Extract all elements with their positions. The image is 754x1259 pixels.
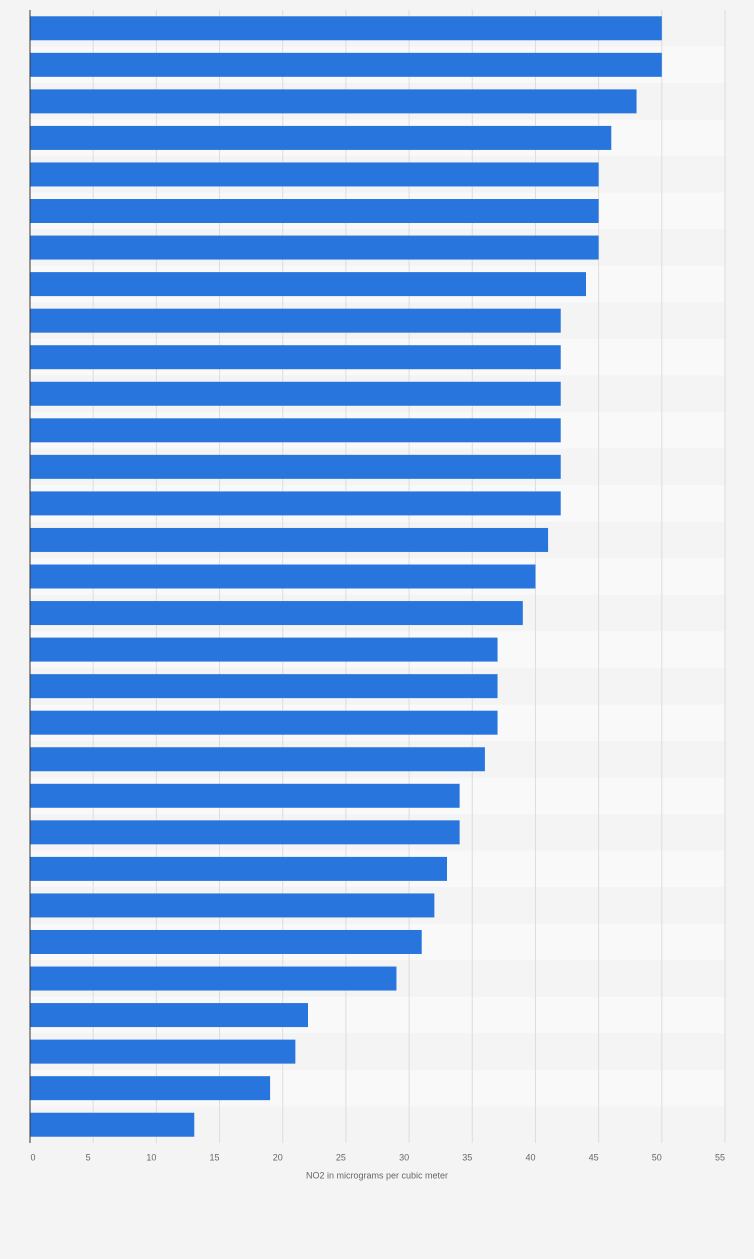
bar [30,1076,271,1101]
bar [30,381,561,406]
x-tick-label: 5 [86,1152,91,1162]
bar [30,52,662,77]
bar [30,527,549,552]
bar [30,783,460,808]
x-tick-label: 45 [589,1152,599,1162]
bar [30,16,662,41]
x-tick-label: 35 [462,1152,472,1162]
x-tick-label: 30 [399,1152,409,1162]
bar [30,747,485,772]
bar [30,454,561,479]
bar [30,125,612,150]
x-tick-label: 20 [273,1152,283,1162]
bar [30,601,523,626]
bar [30,966,397,991]
bar [30,89,637,114]
bar [30,893,435,918]
bar [30,418,561,443]
x-tick-label: 40 [525,1152,535,1162]
bar [30,856,447,881]
x-tick-label: 10 [146,1152,156,1162]
bar [30,1003,308,1028]
x-tick-label: 0 [30,1152,35,1162]
bar [30,564,536,589]
bar [30,272,586,297]
bar [30,710,498,735]
bar [30,1039,296,1064]
bar [30,820,460,845]
x-tick-label: 15 [210,1152,220,1162]
bar [30,199,599,224]
bar [30,345,561,370]
x-tick-label: 55 [715,1152,725,1162]
x-axis-label: NO2 in micrograms per cubic meter [306,1170,448,1180]
bar [30,162,599,187]
x-tick-label: 25 [336,1152,346,1162]
x-tick-label: 50 [652,1152,662,1162]
bar [30,235,599,260]
bar [30,1112,195,1137]
bar [30,637,498,662]
bar [30,674,498,699]
bar [30,308,561,333]
bar [30,491,561,516]
bar [30,929,422,954]
